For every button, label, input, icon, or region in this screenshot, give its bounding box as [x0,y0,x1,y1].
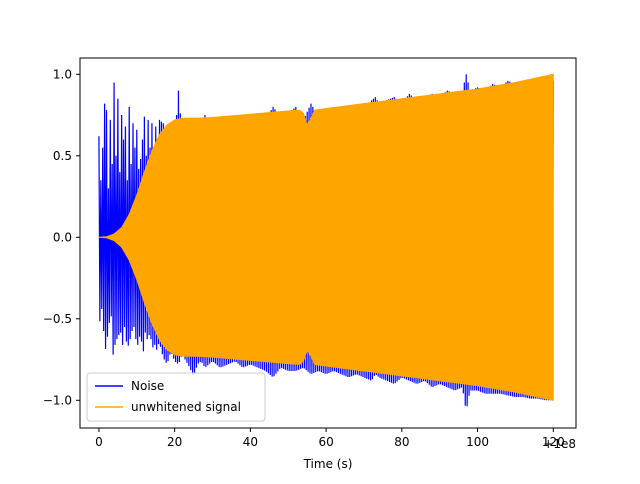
legend-label: unwhitened signal [131,400,241,414]
y-tick-label: 1.0 [53,67,72,81]
legend-label: Noise [131,379,164,393]
series-unwhitened-signal [98,73,554,401]
legend-box [86,372,266,422]
x-tick-label: 40 [243,435,258,449]
x-tick-label: 0 [95,435,103,449]
y-tick-label: 0.5 [53,149,72,163]
x-tick-label: 80 [394,435,409,449]
x-axis-offset-label: +1e8 [543,437,576,451]
axes-frame [79,57,577,429]
plot-area [98,73,554,407]
x-axis: 0 20 40 60 80 100 120 [95,428,565,449]
x-tick-label: 120 [542,435,565,449]
y-tick-label: −0.5 [43,312,72,326]
x-axis-label: Time (s) [303,457,353,471]
y-axis: 1.0 0.5 0.0 −0.5 −1.0 [43,67,80,407]
y-tick-label: 0.0 [53,230,72,244]
x-tick-label: 60 [318,435,333,449]
x-tick-label: 100 [466,435,489,449]
x-tick-label: 20 [167,435,182,449]
legend: Noise unwhitened signal [86,372,266,422]
y-tick-label: −1.0 [43,393,72,407]
